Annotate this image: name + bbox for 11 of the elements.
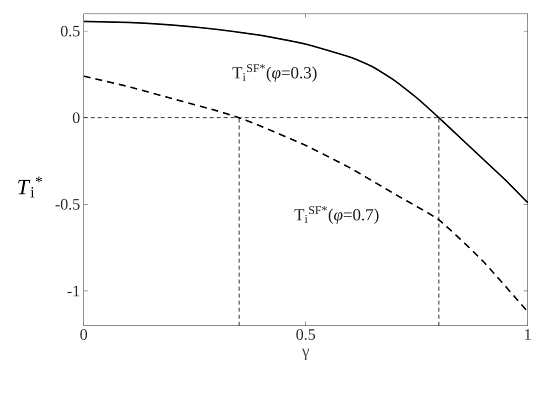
annotation: T$_{i}$$^{SF*}$(φ=0.7) bbox=[294, 206, 379, 224]
y-tick-label: -1 bbox=[67, 286, 80, 296]
x-axis-title: γ bbox=[302, 348, 310, 360]
y-tick-label: 0.5 bbox=[60, 26, 80, 37]
x-tick-label: 0.5 bbox=[296, 329, 316, 340]
x-tick-label: 0 bbox=[80, 329, 88, 340]
y-tick-label: -0.5 bbox=[56, 198, 80, 210]
x-tick-label: 1 bbox=[525, 329, 531, 340]
annotation: T$_{i}$$^{SF*}$(φ=0.3) bbox=[232, 64, 317, 82]
y-tick-label: 0 bbox=[72, 112, 80, 124]
y-axis-title: T$_{i}$* bbox=[18, 176, 42, 198]
